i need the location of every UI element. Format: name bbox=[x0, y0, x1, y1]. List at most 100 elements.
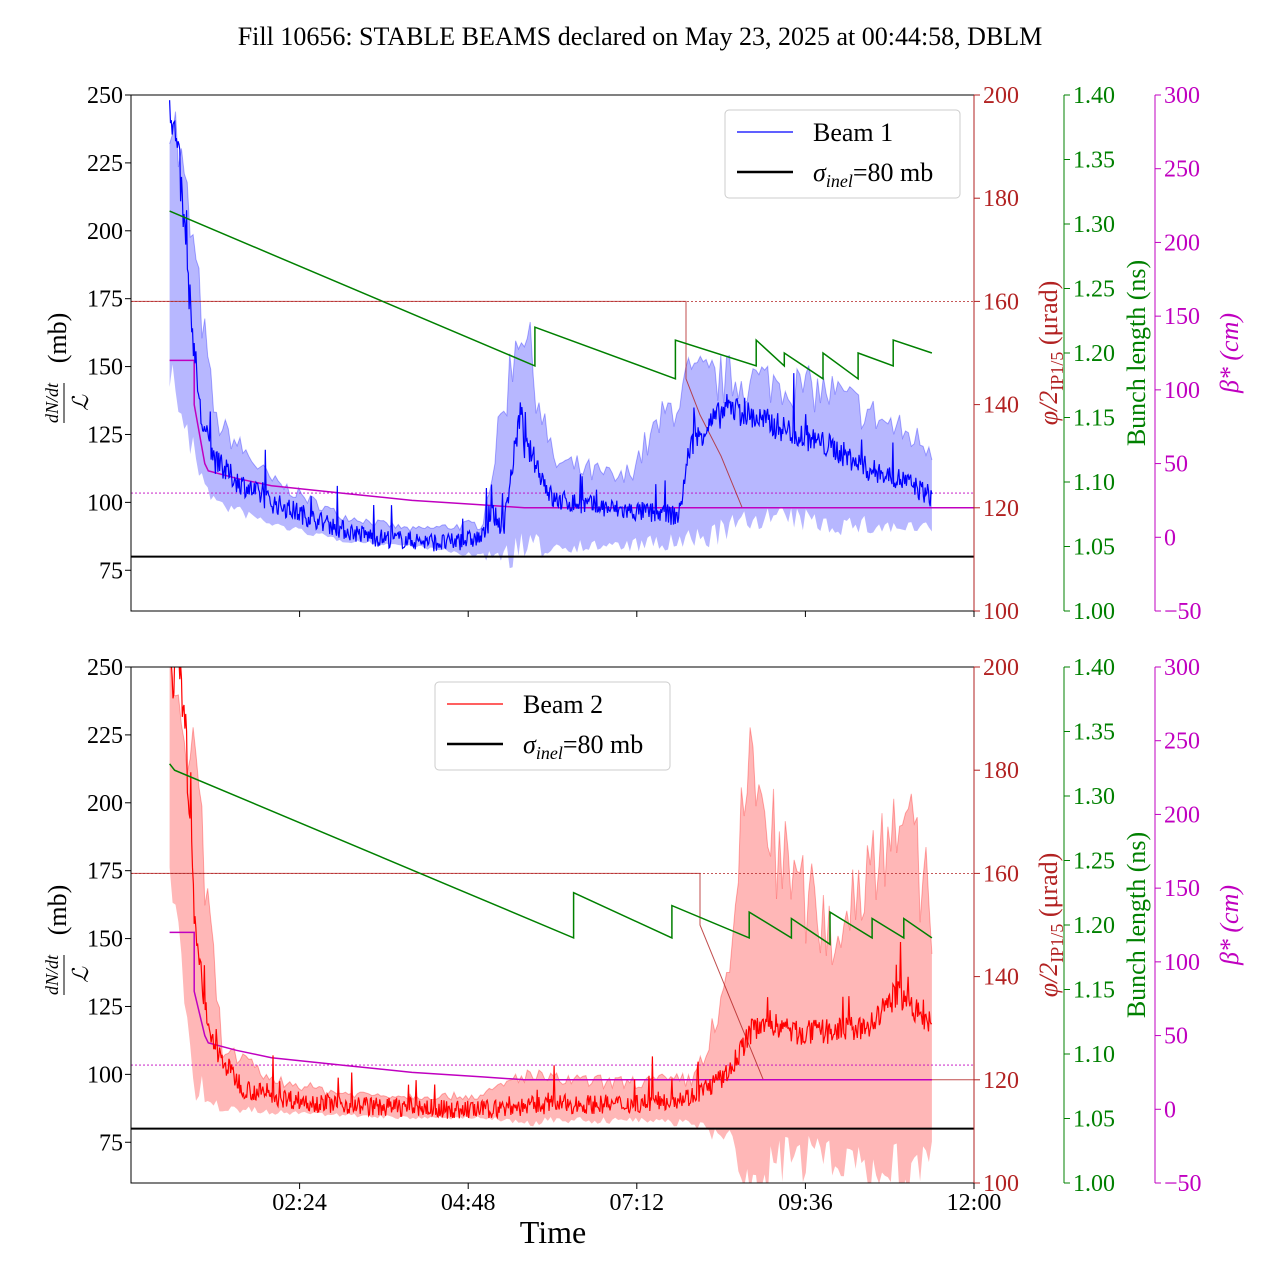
right3-tick-label: 300 bbox=[1164, 83, 1200, 109]
beam-band-upper-edge bbox=[170, 667, 933, 1101]
x-axis-label: Time bbox=[520, 1214, 586, 1250]
right2-tick-label: 1.25 bbox=[1073, 849, 1115, 875]
right1-tick-label: 180 bbox=[983, 758, 1019, 784]
left-axis-label: dN/dt ℒ (mb) bbox=[42, 313, 93, 423]
right2-tick-label: 1.10 bbox=[1073, 470, 1115, 496]
right3-tick-label: 200 bbox=[1164, 802, 1200, 828]
left-tick-label: 100 bbox=[87, 1062, 123, 1088]
x-axis-ticks: 02:24 04:48 07:12 09:36 12:00 bbox=[272, 1190, 1001, 1216]
bunch-length-line bbox=[169, 763, 933, 946]
beta-star-axis-label: β* (cm) bbox=[1215, 885, 1244, 966]
right2-tick-label: 1.15 bbox=[1073, 978, 1115, 1004]
right1-tick-label: 140 bbox=[983, 965, 1019, 991]
right3-tick-label: 0 bbox=[1164, 525, 1176, 551]
beta-star-line bbox=[169, 931, 932, 1081]
left-tick-label: 150 bbox=[87, 927, 123, 953]
right1-tick-label: 160 bbox=[983, 861, 1019, 887]
beam-band-upper-edge bbox=[169, 111, 933, 532]
right3-tick-label: 50 bbox=[1164, 452, 1188, 478]
left-axis-label-numerator: dN/dt bbox=[42, 954, 62, 995]
right2-tick-label: 1.40 bbox=[1073, 83, 1115, 109]
right2-tick-label: 1.05 bbox=[1073, 535, 1115, 561]
right1-tick-label: 200 bbox=[983, 83, 1019, 109]
right2-tick-label: 1.35 bbox=[1073, 148, 1115, 174]
legend-beam-label: Beam 2 bbox=[523, 690, 603, 719]
left-tick-label: 250 bbox=[87, 655, 123, 681]
right3-tick-label: 250 bbox=[1164, 729, 1200, 755]
crossing-angle-axis-label: φ/2IP1/5 (μrad) bbox=[1034, 853, 1067, 998]
x-tick-label: 02:24 bbox=[272, 1190, 327, 1216]
left-axis-label: dN/dt ℒ (mb) bbox=[42, 885, 93, 995]
right2-tick-label: 1.00 bbox=[1073, 599, 1115, 625]
right3-tick-label: 300 bbox=[1164, 655, 1200, 681]
left-axis-label-denominator: ℒ bbox=[68, 394, 93, 411]
right2-tick-label: 1.40 bbox=[1073, 655, 1115, 681]
right1-tick-label: 100 bbox=[983, 1171, 1019, 1197]
beam-luminosity-line bbox=[169, 100, 933, 552]
left-tick-label: 200 bbox=[87, 791, 123, 817]
left-tick-label: 175 bbox=[87, 859, 123, 885]
right2-tick-label: 1.20 bbox=[1073, 341, 1115, 367]
right1-tick-label: 200 bbox=[983, 655, 1019, 681]
bunch-length-axis-label: Bunch length (ns) bbox=[1122, 832, 1151, 1018]
crossing-angle-axis-label-text: φ/2IP1/5 (μrad) bbox=[1034, 853, 1067, 998]
right3-tick-label: 100 bbox=[1164, 950, 1200, 976]
right1-tick-label: 180 bbox=[983, 186, 1019, 212]
right2-tick-label: 1.30 bbox=[1073, 784, 1115, 810]
right2-tick-label: 1.05 bbox=[1073, 1107, 1115, 1133]
left-tick-label: 250 bbox=[87, 83, 123, 109]
left-axis-label-unit: (mb) bbox=[43, 885, 72, 936]
left-axis-label-numerator: dN/dt bbox=[42, 382, 62, 423]
left-axis-label-denominator: ℒ bbox=[68, 966, 93, 983]
right2-tick-label: 1.35 bbox=[1073, 720, 1115, 746]
right1-tick-label: 120 bbox=[983, 1068, 1019, 1094]
right3-tick-label: 250 bbox=[1164, 157, 1200, 183]
right3-tick-label: −50 bbox=[1164, 1171, 1202, 1197]
right2-tick-label: 1.10 bbox=[1073, 1042, 1115, 1068]
beam-spread-band bbox=[169, 111, 932, 569]
bunch-length-line bbox=[169, 210, 933, 381]
crossing-angle-axis-label-text: φ/2IP1/5 (μrad) bbox=[1034, 281, 1067, 426]
beta-star-axis-label-text: β* (cm) bbox=[1215, 313, 1244, 394]
legend-sigma-label: σinel=80 mb bbox=[523, 730, 643, 763]
left-tick-label: 125 bbox=[87, 994, 123, 1020]
right1-tick-label: 100 bbox=[983, 599, 1019, 625]
bunch-length-axis-label-text: Bunch length (ns) bbox=[1122, 832, 1151, 1018]
left-tick-label: 225 bbox=[87, 151, 123, 177]
bottom-panel: 75 100 125 150 175 200 225 250 100 120 140 160 180 20… bbox=[42, 655, 1244, 1197]
bunch-length-axis-label: Bunch length (ns) bbox=[1122, 260, 1151, 446]
legend-sigma-label: σinel=80 mb bbox=[813, 158, 933, 191]
beta-star-line bbox=[169, 359, 974, 509]
right3-tick-label: 200 bbox=[1164, 230, 1200, 256]
plot-area bbox=[131, 100, 974, 569]
right2-tick-label: 1.25 bbox=[1073, 277, 1115, 303]
right1-tick-label: 140 bbox=[983, 393, 1019, 419]
x-tick-label: 04:48 bbox=[441, 1190, 496, 1216]
right3-tick-label: 150 bbox=[1164, 876, 1200, 902]
figure-title: Fill 10656: STABLE BEAMS declared on May… bbox=[238, 22, 1043, 51]
right1-tick-label: 120 bbox=[983, 496, 1019, 522]
right2-tick-label: 1.20 bbox=[1073, 913, 1115, 939]
right2-tick-label: 1.30 bbox=[1073, 212, 1115, 238]
right3-tick-label: 100 bbox=[1164, 378, 1200, 404]
bunch-length-axis-label-text: Bunch length (ns) bbox=[1122, 260, 1151, 446]
right3-tick-label: 150 bbox=[1164, 304, 1200, 330]
left-tick-label: 125 bbox=[87, 422, 123, 448]
x-tick-label: 09:36 bbox=[778, 1190, 833, 1216]
beam-luminosity-line bbox=[170, 667, 933, 1120]
left-axis-label-unit: (mb) bbox=[43, 313, 72, 364]
beta-star-axis-label-text: β* (cm) bbox=[1215, 885, 1244, 966]
right3-tick-label: −50 bbox=[1164, 599, 1202, 625]
right3-tick-label: 50 bbox=[1164, 1024, 1188, 1050]
x-tick-label: 07:12 bbox=[609, 1190, 664, 1216]
left-tick-label: 75 bbox=[99, 1130, 123, 1156]
left-tick-label: 75 bbox=[99, 558, 123, 584]
left-tick-label: 200 bbox=[87, 219, 123, 245]
x-tick-label: 12:00 bbox=[947, 1190, 1002, 1216]
right2-tick-label: 1.00 bbox=[1073, 1171, 1115, 1197]
beam-spread-band bbox=[169, 667, 932, 1183]
right3-tick-label: 0 bbox=[1164, 1097, 1176, 1123]
beta-star-axis-label: β* (cm) bbox=[1215, 313, 1244, 394]
top-panel: 75 100 125 150 175 200 225 250 100 120 140 160 180 20… bbox=[42, 83, 1244, 625]
